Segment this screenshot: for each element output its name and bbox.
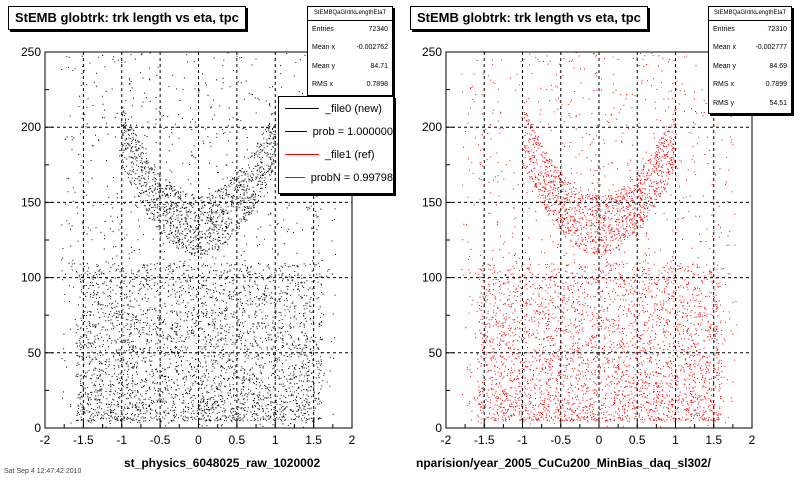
left-chart-title: StEMB globtrk: trk length vs eta, tpc [8,6,246,30]
x-tick-label: 0 [596,433,603,447]
grid [45,52,352,428]
x-tick-label: 1.5 [305,433,322,447]
right-stats-rmsx-label: RMS x [713,81,734,89]
left-stats-rmsx: 0.7898 [366,81,388,89]
y-tick-label: 0 [435,421,442,435]
y-tick-label: 150 [422,195,442,209]
x-tick-label: -1.5 [73,433,94,447]
right-x-axis-title: nparision/year_2005_CuCu200_MinBias_daq_… [416,456,711,470]
legend-label: _file1 (ref) [325,148,375,161]
legend-label: probN = 0.99798 [310,171,393,184]
scatter-point-cloud [461,52,738,428]
x-tick-label: -1 [517,433,528,447]
axes: -2 -1.5 -1 -0.5 0 0.5 1 1.5 2 0 50 100 150 200 250 [21,45,356,447]
left-stats-box: StEMBQaGlrtrkLengthEtaT Entries 72340 Mea… [307,6,393,96]
x-tick-label: 1 [272,433,279,447]
legend-swatch [285,108,319,109]
scatter-points [461,52,738,428]
x-tick-label: 0.5 [629,433,646,447]
right-histogram-panel: -2 -1.5 -1 -0.5 0 0.5 1 1.5 2 0 50 100 150 200 250 StE… [400,0,800,480]
legend-entry: _file0 (new) [279,97,393,120]
x-tick-label: 0 [195,433,202,447]
right-stats-meany-label: Mean y [713,62,736,70]
right-stats-rmsy: 54.51 [769,99,787,107]
x-tick-label: 2 [749,433,756,447]
right-chart-title: StEMB globtrk: trk length vs eta, tpc [410,6,648,30]
left-stats-meanx: -0.002762 [356,44,388,52]
right-stats-meany: 84.69 [769,62,787,70]
right-stats-name: StEMBQaGlrtrkLengthEtaT [709,7,791,21]
legend-label: _file0 (new) [325,102,382,115]
footer-timestamp: Sat Sep 4 12:47:42 2010 [4,468,82,475]
left-stats-meany: 84.71 [370,62,388,70]
grid [446,52,752,428]
scatter-points [61,52,338,428]
x-tick-label: -0.5 [150,433,171,447]
legend-swatch [285,177,305,178]
y-tick-label: 50 [28,346,42,360]
right-scatter-plot: -2 -1.5 -1 -0.5 0 0.5 1 1.5 2 0 50 100 150 200 250 [422,45,756,447]
legend-swatch [285,131,307,132]
left-stats-entries-label: Entries [312,26,334,33]
right-stats-box: StEMBQaGlrtrkLengthEtaT Entries 72310 Mea… [708,6,792,114]
y-tick-label: 200 [422,120,442,134]
scatter-point-cloud [61,52,338,428]
y-tick-label: 50 [429,346,443,360]
y-tick-label: 100 [21,271,41,285]
legend-entry: probN = 0.99798 [279,166,393,189]
legend-entry: prob = 1.000000 [279,120,393,143]
right-stats-entries-label: Entries [713,26,735,33]
axes: -2 -1.5 -1 -0.5 0 0.5 1 1.5 2 0 50 100 150 200 250 [422,45,756,447]
x-tick-label: 1 [672,433,679,447]
y-tick-label: 200 [21,120,41,134]
x-tick-label: -1 [116,433,127,447]
right-stats-meanx: -0.002777 [755,44,787,52]
legend-entry: _file1 (ref) [279,143,393,166]
right-stats-meanx-label: Mean x [713,44,736,52]
legend-swatch [285,154,319,155]
left-stats-rmsx-label: RMS x [312,81,333,89]
y-tick-label: 150 [21,195,41,209]
left-stats-meanx-label: Mean x [312,44,335,52]
left-scatter-plot: -2 -1.5 -1 -0.5 0 0.5 1 1.5 2 0 50 100 150 200 250 [21,45,356,447]
right-stats-entries: 72310 [767,26,787,33]
x-tick-label: 2 [349,433,356,447]
x-tick-label: -2 [441,433,452,447]
right-stats-rmsx: 0.7899 [765,81,787,89]
right-stats-rmsy-label: RMS y [713,99,734,107]
left-stats-meany-label: Mean y [312,62,335,70]
x-tick-label: -2 [40,433,51,447]
x-tick-label: 0.5 [229,433,246,447]
left-x-axis-title: st_physics_6048025_raw_1020002 [124,456,321,470]
x-tick-label: -1.5 [474,433,495,447]
x-tick-label: -0.5 [550,433,571,447]
y-tick-label: 250 [422,45,442,59]
left-histogram-panel: -2 -1.5 -1 -0.5 0 0.5 1 1.5 2 0 50 100 150 200 250 StE… [8,6,394,470]
x-tick-label: 1.5 [705,433,722,447]
left-stats-entries: 72340 [368,26,388,33]
left-stats-name: StEMBQaGlrtrkLengthEtaT [308,7,392,21]
y-tick-label: 100 [422,271,442,285]
y-tick-label: 0 [34,421,41,435]
legend-box: _file0 (new) prob = 1.000000 _file1 (ref… [278,96,394,194]
y-tick-label: 250 [21,45,41,59]
legend-label: prob = 1.000000 [312,125,393,138]
